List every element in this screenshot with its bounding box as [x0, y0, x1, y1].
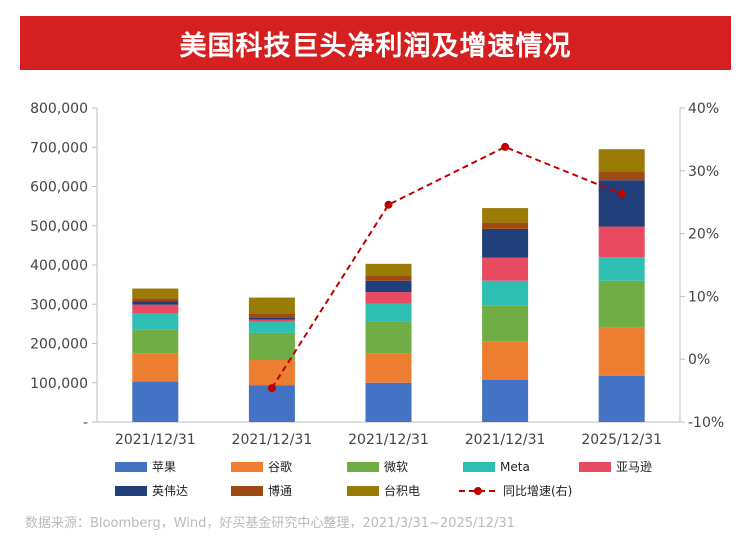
bar-segment-3-cat-1 — [132, 329, 179, 354]
legend-swatch-4 — [463, 462, 495, 472]
legend-swatch-8 — [347, 486, 379, 496]
left-axis-tick-label: 800,000 — [30, 101, 88, 117]
left-axis-tick-label: 500,000 — [30, 219, 88, 235]
bar-segment-5-cat-2 — [248, 319, 295, 322]
bar-segment-4-cat-2 — [248, 321, 295, 333]
legend-label-1: 苹果 — [152, 460, 176, 474]
bar-segment-4-cat-4 — [482, 280, 529, 306]
right-axis-tick-label: 10% — [688, 289, 719, 305]
x-axis-label: 2021/12/31 — [465, 432, 546, 448]
bar-segment-1-cat-4 — [482, 380, 529, 422]
bar-segment-7-cat-2 — [248, 313, 295, 318]
bar-segment-1-cat-5 — [598, 375, 645, 422]
bar-segment-2-cat-4 — [482, 341, 529, 381]
growth-point — [501, 142, 510, 151]
bar-segment-8-cat-3 — [365, 263, 412, 276]
bar-segment-8-cat-1 — [132, 288, 179, 299]
bar-segment-8-cat-5 — [598, 149, 645, 172]
bar-segment-5-cat-1 — [132, 304, 179, 314]
x-axis-label: 2021/12/31 — [232, 432, 313, 448]
bar-segment-7-cat-4 — [482, 222, 529, 229]
chart-title-bar: 美国科技巨头净利润及增速情况 — [20, 16, 731, 70]
x-axis-label: 2025/12/31 — [581, 432, 662, 448]
legend-label-3: 微软 — [384, 460, 408, 474]
legend-swatch-3 — [347, 462, 379, 472]
right-axis-tick-label: 40% — [688, 101, 719, 117]
right-axis-tick-label: 20% — [688, 227, 719, 243]
legend-label-6: 英伟达 — [152, 484, 188, 498]
left-axis-tick-label: 700,000 — [30, 140, 88, 156]
bar-segment-6-cat-3 — [365, 280, 412, 293]
data-source-note: 数据来源：Bloomberg，Wind，好买基金研究中心整理，2021/3/31… — [25, 516, 515, 531]
legend-swatch-2 — [231, 462, 263, 472]
bar-segment-4-cat-1 — [132, 313, 179, 330]
bar-segment-1-cat-1 — [132, 381, 179, 422]
bar-segment-7-cat-3 — [365, 275, 412, 281]
bar-segment-2-cat-5 — [598, 327, 645, 376]
legend-line-marker — [474, 487, 482, 495]
legend-label-2: 谷歌 — [268, 459, 292, 474]
bar-segment-3-cat-3 — [365, 321, 412, 354]
bar-segment-3-cat-4 — [482, 305, 529, 342]
bar-segment-3-cat-2 — [248, 332, 295, 360]
bar-segment-1-cat-3 — [365, 382, 412, 422]
right-axis-tick-label: 0% — [688, 352, 710, 368]
growth-point — [267, 384, 276, 393]
x-axis-label: 2021/12/31 — [115, 432, 196, 448]
left-axis-tick-label: 400,000 — [30, 258, 88, 274]
x-axis-label: 2021/12/31 — [348, 432, 429, 448]
left-axis-tick-label: 100,000 — [30, 376, 88, 392]
growth-line — [271, 145, 623, 389]
bar-segment-3-cat-5 — [598, 280, 645, 328]
bar-segment-7-cat-1 — [132, 298, 179, 302]
left-axis-tick-label: 300,000 — [30, 297, 88, 313]
bar-segment-5-cat-3 — [365, 292, 412, 304]
left-axis-tick-label: 200,000 — [30, 337, 88, 353]
bar-segment-2-cat-2 — [248, 359, 295, 386]
bar-segment-4-cat-3 — [365, 303, 412, 322]
legend-label-5: 亚马逊 — [616, 460, 652, 474]
bar-segment-4-cat-5 — [598, 257, 645, 281]
bar-segment-5-cat-5 — [598, 226, 645, 258]
legend-label-line: 同比增速(右) — [503, 483, 572, 498]
growth-point — [384, 200, 393, 209]
legend-swatch-1 — [115, 462, 147, 472]
bar-segment-6-cat-5 — [598, 180, 645, 227]
bar-segment-8-cat-4 — [482, 208, 529, 223]
legend-label-4: Meta — [500, 460, 530, 474]
legend-swatch-5 — [579, 462, 611, 472]
left-axis-tick-label: 600,000 — [30, 180, 88, 196]
right-axis-tick-label: 30% — [688, 164, 719, 180]
legend-label-8: 台积电 — [384, 483, 420, 498]
legend-label-7: 博通 — [268, 483, 292, 498]
bar-segment-6-cat-2 — [248, 317, 295, 320]
bar-segment-6-cat-4 — [482, 228, 529, 258]
growth-point — [617, 190, 626, 199]
bar-segment-5-cat-4 — [482, 257, 529, 281]
bar-segment-7-cat-5 — [598, 171, 645, 181]
bar-segment-2-cat-1 — [132, 353, 179, 382]
legend-swatch-6 — [115, 486, 147, 496]
bar-segment-2-cat-3 — [365, 353, 412, 383]
bar-segment-8-cat-2 — [248, 297, 295, 314]
right-axis-tick-label: -10% — [688, 415, 724, 431]
chart-title: 美国科技巨头净利润及增速情况 — [179, 30, 572, 62]
left-axis-tick-label: - — [83, 415, 88, 431]
bar-segment-6-cat-1 — [132, 301, 179, 305]
legend-swatch-7 — [231, 486, 263, 496]
